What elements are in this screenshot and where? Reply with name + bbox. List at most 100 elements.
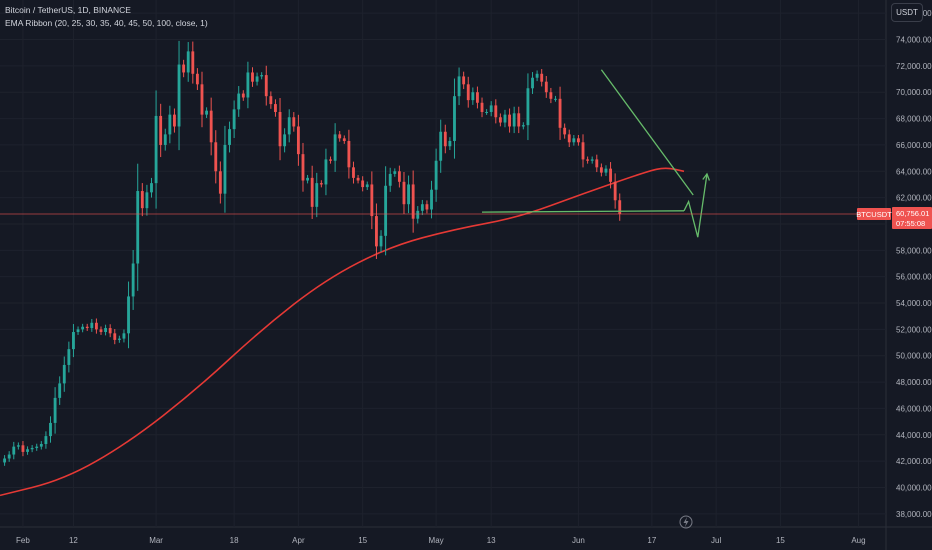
candle-body bbox=[420, 204, 424, 211]
candle bbox=[434, 148, 438, 202]
candle bbox=[182, 59, 186, 78]
candle-body bbox=[104, 328, 108, 333]
ticker-tag-label: BTCUSDT bbox=[856, 210, 892, 219]
candle-body bbox=[577, 138, 580, 143]
candle bbox=[136, 163, 140, 291]
candle-body bbox=[324, 159, 328, 185]
candle bbox=[269, 91, 273, 109]
candle-body bbox=[287, 117, 291, 135]
candle-body bbox=[136, 191, 140, 264]
candle-body bbox=[237, 93, 241, 110]
candle bbox=[99, 326, 103, 335]
candle-body bbox=[145, 192, 149, 209]
y-tick-label: 42,000.00 bbox=[896, 457, 932, 466]
candle bbox=[49, 416, 52, 443]
price-tag-bg bbox=[892, 207, 932, 230]
candle bbox=[549, 87, 553, 104]
candle bbox=[544, 76, 548, 98]
x-tick-label: Apr bbox=[292, 536, 305, 545]
candle bbox=[370, 171, 374, 230]
currency-button[interactable]: USDT bbox=[891, 3, 923, 22]
candle bbox=[218, 161, 222, 204]
time-axis[interactable]: Feb 12 Mar 18 Apr 15 May 13 Jun 17 Jul 15 Aug bbox=[16, 536, 866, 545]
candle-body bbox=[567, 134, 571, 143]
candle-body bbox=[526, 88, 530, 126]
candle bbox=[296, 114, 300, 166]
candle-body bbox=[21, 445, 25, 452]
drawings-layer bbox=[481, 69, 711, 238]
candle bbox=[94, 318, 98, 334]
candle bbox=[448, 137, 452, 151]
candle-body bbox=[117, 338, 121, 340]
candle-body bbox=[375, 216, 378, 247]
candle bbox=[16, 442, 20, 450]
candle-body bbox=[94, 322, 98, 330]
x-tick-label: 17 bbox=[647, 536, 656, 545]
candle-body bbox=[397, 171, 401, 182]
candle bbox=[195, 68, 199, 90]
candle bbox=[535, 70, 539, 82]
candle-body bbox=[108, 328, 112, 334]
candle-body bbox=[7, 454, 11, 459]
candle-body bbox=[521, 125, 525, 127]
candle-body bbox=[255, 76, 259, 82]
candle bbox=[453, 78, 456, 159]
candle bbox=[301, 142, 305, 192]
y-tick-label: 74,000.00 bbox=[896, 36, 932, 45]
candle-body bbox=[586, 159, 590, 161]
candle-body bbox=[402, 181, 406, 205]
candle bbox=[498, 113, 502, 127]
candle bbox=[554, 95, 557, 102]
candle bbox=[595, 154, 599, 173]
candle-body bbox=[609, 168, 612, 182]
chart-legend: Bitcoin / TetherUS, 1D, BINANCE EMA Ribb… bbox=[5, 4, 208, 30]
candle-body bbox=[3, 458, 7, 463]
candle bbox=[283, 128, 287, 153]
projection-arrowhead bbox=[702, 172, 711, 181]
candle-body bbox=[563, 127, 567, 135]
tradingview-logo-icon[interactable] bbox=[679, 515, 693, 529]
candle-body bbox=[150, 183, 153, 193]
candle-body bbox=[85, 326, 89, 329]
candle-body bbox=[16, 445, 20, 447]
candle bbox=[104, 324, 108, 336]
candle bbox=[590, 156, 594, 164]
candle-body bbox=[544, 81, 548, 93]
candle bbox=[3, 455, 7, 466]
indicator-title[interactable]: EMA Ribbon (20, 25, 30, 35, 40, 45, 50, … bbox=[5, 18, 208, 28]
candle bbox=[140, 183, 144, 217]
candle bbox=[485, 109, 489, 115]
candle-body bbox=[425, 204, 429, 210]
candle bbox=[145, 184, 149, 216]
candle bbox=[205, 107, 209, 118]
candle bbox=[471, 87, 475, 105]
candle-body bbox=[191, 51, 195, 74]
candle bbox=[572, 134, 576, 146]
candle bbox=[609, 162, 612, 189]
x-tick-label: Mar bbox=[149, 536, 163, 545]
candle bbox=[35, 443, 39, 451]
candle bbox=[342, 135, 346, 144]
candle-body bbox=[99, 329, 103, 333]
y-tick-label: 62,000.00 bbox=[896, 194, 932, 203]
candle-body bbox=[407, 184, 410, 205]
candle bbox=[58, 376, 62, 405]
candle bbox=[53, 387, 57, 434]
candle-body bbox=[131, 263, 135, 297]
candle-body bbox=[365, 184, 369, 188]
candle bbox=[356, 174, 360, 184]
candle bbox=[517, 106, 521, 134]
candle bbox=[393, 168, 397, 177]
candle bbox=[361, 176, 365, 192]
candle-body bbox=[127, 296, 130, 334]
price-axis[interactable]: 38,000.00 40,000.00 42,000.00 44,000.00 46,0… bbox=[896, 9, 932, 519]
candle-body bbox=[306, 177, 309, 181]
candle bbox=[72, 324, 75, 358]
candle-body bbox=[301, 154, 305, 181]
symbol-title[interactable]: Bitcoin / TetherUS, 1D, BINANCE bbox=[5, 5, 131, 15]
candle bbox=[30, 445, 34, 453]
